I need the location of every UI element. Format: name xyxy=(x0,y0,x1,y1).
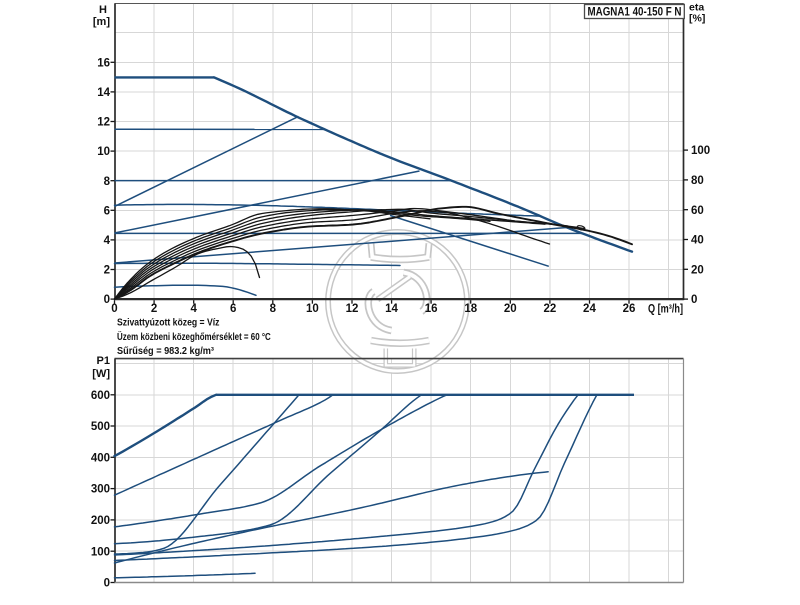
svg-text:20: 20 xyxy=(691,264,704,276)
svg-text:Q [m³/h]: Q [m³/h] xyxy=(648,304,683,316)
svg-text:[m]: [m] xyxy=(93,16,110,28)
svg-text:100: 100 xyxy=(691,145,710,157)
svg-text:22: 22 xyxy=(543,303,556,315)
svg-text:Sűrűség = 983.2 kg/m³: Sűrűség = 983.2 kg/m³ xyxy=(117,345,214,357)
svg-text:8: 8 xyxy=(270,303,277,315)
svg-text:H: H xyxy=(99,4,107,16)
svg-text:Szivattyúzott közeg = Víz: Szivattyúzott közeg = Víz xyxy=(117,317,220,329)
svg-text:4: 4 xyxy=(190,303,197,315)
svg-text:0: 0 xyxy=(104,578,110,590)
svg-text:0: 0 xyxy=(111,303,117,315)
svg-text:100: 100 xyxy=(91,546,110,558)
svg-text:0: 0 xyxy=(104,294,110,306)
svg-text:18: 18 xyxy=(464,303,477,315)
svg-text:0: 0 xyxy=(691,294,697,306)
svg-text:14: 14 xyxy=(385,303,398,315)
svg-text:16: 16 xyxy=(97,57,110,69)
svg-text:6: 6 xyxy=(104,205,110,217)
svg-text:10: 10 xyxy=(306,303,319,315)
svg-text:80: 80 xyxy=(691,175,704,187)
svg-text:14: 14 xyxy=(97,87,110,99)
svg-text:500: 500 xyxy=(91,421,110,433)
svg-text:P1: P1 xyxy=(97,355,110,367)
svg-text:20: 20 xyxy=(504,303,517,315)
svg-text:40: 40 xyxy=(691,235,704,247)
svg-text:26: 26 xyxy=(623,303,636,315)
svg-text:12: 12 xyxy=(97,117,110,129)
svg-text:8: 8 xyxy=(104,176,111,188)
svg-text:10: 10 xyxy=(97,146,110,158)
svg-text:200: 200 xyxy=(91,515,110,527)
svg-text:12: 12 xyxy=(346,303,359,315)
svg-text:2: 2 xyxy=(151,303,157,315)
svg-text:2: 2 xyxy=(104,265,110,277)
svg-text:300: 300 xyxy=(91,484,110,496)
svg-text:MAGNA1 40-150 F N: MAGNA1 40-150 F N xyxy=(588,6,682,18)
svg-text:16: 16 xyxy=(425,303,438,315)
svg-text:[%]: [%] xyxy=(689,13,705,25)
svg-text:Üzem közbeni közeghőmérséklet: Üzem közbeni közeghőmérséklet = 60 °C xyxy=(117,330,271,343)
svg-text:4: 4 xyxy=(104,235,111,247)
svg-text:400: 400 xyxy=(91,452,110,464)
svg-text:60: 60 xyxy=(691,205,704,217)
svg-text:6: 6 xyxy=(230,303,236,315)
svg-text:[W]: [W] xyxy=(92,368,110,380)
svg-text:600: 600 xyxy=(91,390,110,402)
svg-text:24: 24 xyxy=(583,303,596,315)
